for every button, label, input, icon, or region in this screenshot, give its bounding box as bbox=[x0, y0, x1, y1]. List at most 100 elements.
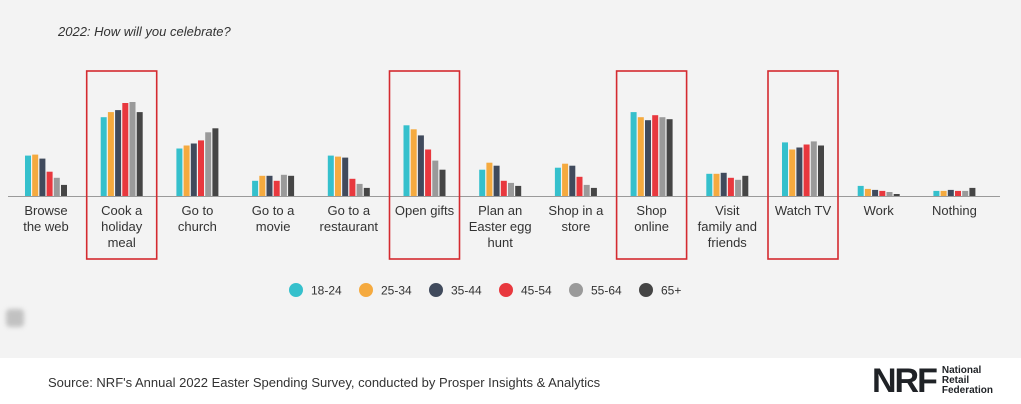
bar-45-54 bbox=[500, 180, 507, 196]
bar-18-24 bbox=[857, 185, 864, 196]
highlight-box bbox=[615, 70, 688, 260]
legend-item: 65+ bbox=[639, 283, 681, 298]
legend-item: 55-64 bbox=[569, 283, 622, 298]
bar-18-24 bbox=[25, 155, 31, 196]
watermark-text bbox=[32, 312, 35, 324]
nrf-logo-mark: NRF bbox=[872, 362, 938, 400]
bar-55-64 bbox=[129, 102, 136, 196]
bar-35-44 bbox=[872, 189, 879, 196]
bar-35-44 bbox=[115, 110, 122, 196]
bar-18-24 bbox=[782, 142, 788, 196]
bar-55-64 bbox=[280, 174, 287, 196]
bar-65+ bbox=[893, 194, 900, 196]
category-label: Nothing bbox=[932, 203, 977, 218]
bar-18-24 bbox=[327, 155, 334, 196]
category-label: holiday bbox=[101, 219, 143, 234]
bar-18-24 bbox=[479, 169, 486, 196]
bar-18-24 bbox=[176, 148, 183, 196]
bar-35-44 bbox=[645, 120, 651, 196]
legend-label: 35-44 bbox=[451, 284, 482, 298]
bar-25-34 bbox=[335, 156, 341, 196]
bar-35-44 bbox=[417, 135, 424, 196]
legend-swatch bbox=[569, 283, 583, 297]
bar-18-24 bbox=[706, 173, 713, 196]
bar-18-24 bbox=[252, 180, 259, 196]
category-label: Go to bbox=[182, 203, 214, 218]
bar-65+ bbox=[288, 175, 295, 196]
bar-65+ bbox=[969, 187, 976, 196]
nrf-logo[interactable]: NRF National Retail Federation bbox=[872, 364, 993, 398]
bar-25-34 bbox=[562, 163, 569, 196]
blurred-watermark bbox=[6, 309, 35, 327]
category-label: movie bbox=[256, 219, 291, 234]
bar-45-54 bbox=[425, 149, 432, 196]
bar-65+ bbox=[666, 119, 673, 196]
category-label: the web bbox=[23, 219, 69, 234]
bar-65+ bbox=[136, 112, 143, 196]
bar-35-44 bbox=[190, 143, 197, 196]
bar-35-44 bbox=[796, 147, 803, 196]
source-note: Source: NRF's Annual 2022 Easter Spendin… bbox=[48, 375, 601, 390]
category-label: Visit bbox=[715, 203, 740, 218]
bar-35-44 bbox=[266, 175, 273, 196]
category-label: Easter egg bbox=[469, 219, 532, 234]
category-group: Work bbox=[857, 185, 900, 218]
bar-18-24 bbox=[933, 190, 940, 196]
bar-65+ bbox=[363, 187, 370, 196]
category-label: meal bbox=[108, 235, 136, 250]
chart-panel bbox=[0, 0, 1021, 358]
bar-55-64 bbox=[735, 179, 742, 196]
category-label: Open gifts bbox=[395, 203, 455, 218]
bar-55-64 bbox=[886, 192, 893, 196]
nrf-logo-line: National bbox=[941, 365, 982, 376]
category-label: Cook a bbox=[101, 203, 143, 218]
legend-label: 25-34 bbox=[381, 284, 412, 298]
bar-25-34 bbox=[107, 112, 114, 196]
bar-45-54 bbox=[879, 190, 886, 196]
nrf-logo-line: Retail bbox=[941, 375, 970, 386]
bar-65+ bbox=[515, 185, 522, 196]
category-label: Go to a bbox=[252, 203, 295, 218]
bar-45-54 bbox=[803, 144, 810, 196]
bar-45-54 bbox=[727, 177, 734, 196]
bar-55-64 bbox=[508, 182, 514, 196]
category-label: Work bbox=[864, 203, 895, 218]
bar-35-44 bbox=[39, 158, 46, 196]
nrf-logo-line: Federation bbox=[941, 385, 994, 396]
bar-55-64 bbox=[583, 184, 590, 196]
bar-25-34 bbox=[864, 188, 871, 196]
highlight-box bbox=[85, 70, 158, 260]
category-group: Watch TV bbox=[767, 70, 839, 260]
legend-swatch bbox=[359, 283, 373, 297]
bar-25-34 bbox=[259, 175, 266, 196]
bar-65+ bbox=[439, 169, 446, 196]
bar-65+ bbox=[61, 184, 67, 196]
bar-55-64 bbox=[432, 160, 439, 196]
category-label: online bbox=[634, 219, 669, 234]
category-group: Open gifts bbox=[388, 70, 461, 260]
category-label: restaurant bbox=[320, 219, 379, 234]
bar-55-64 bbox=[659, 117, 666, 196]
category-label: Browse bbox=[24, 203, 67, 218]
bar-65+ bbox=[818, 145, 824, 196]
bar-35-44 bbox=[493, 165, 500, 196]
bar-55-64 bbox=[53, 177, 60, 196]
category-label: church bbox=[178, 219, 217, 234]
category-label: Shop in a bbox=[548, 203, 604, 218]
bar-25-34 bbox=[789, 149, 796, 196]
legend-label: 45-54 bbox=[521, 284, 552, 298]
bar-18-24 bbox=[554, 167, 561, 196]
legend-label: 18-24 bbox=[311, 284, 342, 298]
bar-45-54 bbox=[198, 140, 204, 196]
category-label: family and bbox=[698, 219, 757, 234]
legend-swatch bbox=[289, 283, 303, 297]
bar-45-54 bbox=[122, 103, 129, 196]
bar-45-54 bbox=[273, 180, 280, 196]
bar-25-34 bbox=[713, 173, 720, 196]
bar-25-34 bbox=[486, 162, 493, 196]
